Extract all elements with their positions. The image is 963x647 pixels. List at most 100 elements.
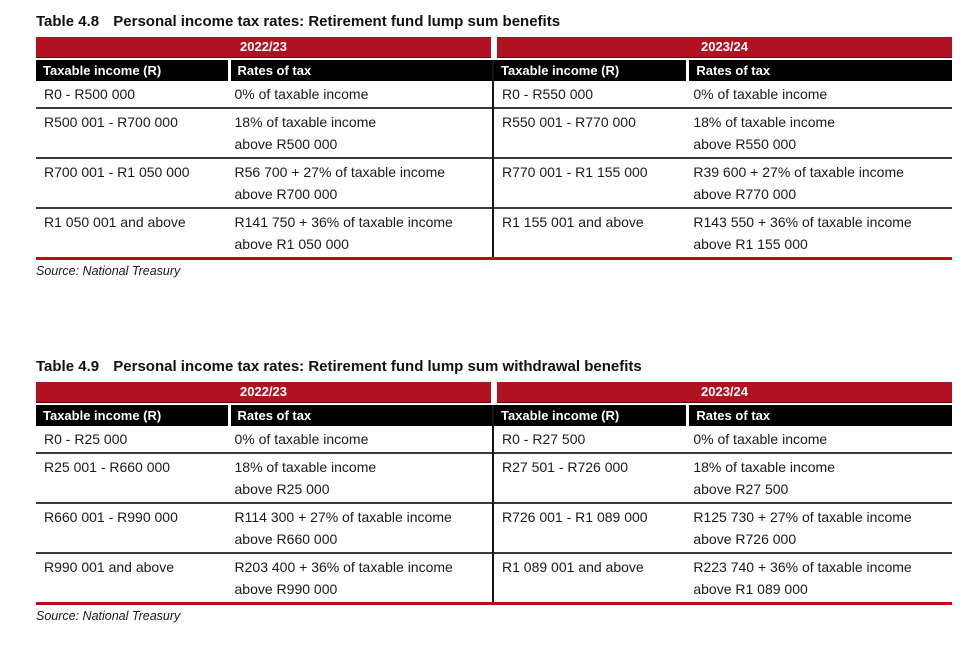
rates-of-tax-cell: R56 700 + 27% of taxable income above R7… — [228, 159, 492, 207]
rates-of-tax-cell: 0% of taxable income — [686, 426, 952, 452]
table-row: R0 - R27 500 0% of taxable income — [494, 426, 952, 452]
taxable-income-cell: R0 - R500 000 — [44, 86, 136, 102]
year-header-2022-23: 2022/23 — [36, 382, 491, 403]
rate-line-1: 18% of taxable income — [693, 114, 835, 130]
year-column-2022-23: Taxable income (R) Rates of tax R0 - R25… — [36, 405, 494, 602]
table-4-9: Table 4.9 Personal income tax rates: Ret… — [36, 358, 952, 623]
table-number: Table 4.9 — [36, 358, 100, 375]
rate-line-2: above R550 000 — [693, 136, 797, 152]
rate-line-2: above R770 000 — [693, 186, 797, 202]
rate-line-1: R143 550 + 36% of taxable income — [693, 214, 912, 230]
rates-of-tax-cell: R125 730 + 27% of taxable income above R… — [686, 504, 952, 552]
taxable-income-cell: R660 001 - R990 000 — [44, 509, 178, 525]
rate-line-2: above R27 500 — [693, 481, 789, 497]
taxable-income-cell: R0 - R550 000 — [502, 86, 594, 102]
table-row: R0 - R550 000 0% of taxable income — [494, 81, 952, 107]
taxable-income-cell: R700 001 - R1 050 000 — [44, 164, 190, 180]
rate-line-2: above R500 000 — [234, 136, 338, 152]
rate-line-1: 18% of taxable income — [234, 459, 377, 475]
table-row: R25 001 - R660 000 18% of taxable income… — [36, 452, 492, 502]
year-header-row: 2022/23 2023/24 — [36, 382, 952, 403]
rate-line-2: above R1 089 000 — [693, 581, 808, 597]
column-header-row: Taxable income (R) Rates of tax — [494, 405, 952, 426]
year-column-2022-23: Taxable income (R) Rates of tax R0 - R50… — [36, 60, 494, 257]
rate-line-1: 0% of taxable income — [234, 86, 369, 102]
table-4-8: Table 4.8 Personal income tax rates: Ret… — [36, 13, 952, 278]
rate-line-1: R141 750 + 36% of taxable income — [234, 214, 453, 230]
rates-of-tax-cell: 18% of taxable income above R550 000 — [686, 109, 952, 157]
table-heading: Personal income tax rates: Retirement fu… — [113, 13, 561, 30]
table-heading: Personal income tax rates: Retirement fu… — [113, 358, 642, 375]
table-body: Taxable income (R) Rates of tax R0 - R25… — [36, 405, 952, 602]
rate-line-2: above R25 000 — [234, 481, 330, 497]
table-number: Table 4.8 — [36, 13, 100, 30]
table-row: R1 089 001 and above R223 740 + 36% of t… — [494, 552, 952, 602]
column-header-rates-of-tax: Rates of tax — [689, 60, 952, 81]
table-row: R700 001 - R1 050 000 R56 700 + 27% of t… — [36, 157, 492, 207]
table-row: R726 001 - R1 089 000 R125 730 + 27% of … — [494, 502, 952, 552]
rate-line-2: above R990 000 — [234, 581, 338, 597]
rate-line-1: R56 700 + 27% of taxable income — [234, 164, 446, 180]
rate-line-2: above R726 000 — [693, 531, 797, 547]
column-header-rates-of-tax: Rates of tax — [230, 405, 492, 426]
rate-line-1: 18% of taxable income — [234, 114, 377, 130]
source-note: Source: National Treasury — [36, 609, 181, 623]
rate-line-1: R203 400 + 36% of taxable income — [234, 559, 453, 575]
rates-of-tax-cell: 18% of taxable income above R500 000 — [228, 109, 492, 157]
taxable-income-cell: R1 089 001 and above — [502, 559, 644, 575]
rate-line-2: above R660 000 — [234, 531, 338, 547]
taxable-income-cell: R500 001 - R700 000 — [44, 114, 178, 130]
year-header-2023-24: 2023/24 — [497, 382, 952, 403]
rate-line-1: R125 730 + 27% of taxable income — [693, 509, 912, 525]
rate-line-1: R114 300 + 27% of taxable income — [234, 509, 452, 525]
table-bottom-rule — [36, 602, 952, 605]
table-row: R27 501 - R726 000 18% of taxable income… — [494, 452, 952, 502]
column-header-row: Taxable income (R) Rates of tax — [36, 60, 492, 81]
column-header-row: Taxable income (R) Rates of tax — [494, 60, 952, 81]
rates-of-tax-cell: R39 600 + 27% of taxable income above R7… — [686, 159, 952, 207]
table-row: R0 - R25 000 0% of taxable income — [36, 426, 492, 452]
taxable-income-cell: R550 001 - R770 000 — [502, 114, 636, 130]
rate-line-1: 18% of taxable income — [693, 459, 835, 475]
page: Table 4.8 Personal income tax rates: Ret… — [36, 13, 952, 623]
table-bottom-rule — [36, 257, 952, 260]
year-header-2023-24: 2023/24 — [497, 37, 952, 58]
column-header-rates-of-tax: Rates of tax — [230, 60, 492, 81]
year-header-2022-23: 2022/23 — [36, 37, 491, 58]
table-row: R550 001 - R770 000 18% of taxable incom… — [494, 107, 952, 157]
table-row: R500 001 - R700 000 18% of taxable incom… — [36, 107, 492, 157]
table-row: R660 001 - R990 000 R114 300 + 27% of ta… — [36, 502, 492, 552]
taxable-income-cell: R25 001 - R660 000 — [44, 459, 171, 475]
rates-of-tax-cell: R114 300 + 27% of taxable income above R… — [228, 504, 492, 552]
table-row: R0 - R500 000 0% of taxable income — [36, 81, 492, 107]
year-header-row: 2022/23 2023/24 — [36, 37, 952, 58]
taxable-income-cell: R1 050 001 and above — [44, 214, 186, 230]
table-title: Table 4.8 Personal income tax rates: Ret… — [36, 13, 952, 30]
year-column-2023-24: Taxable income (R) Rates of tax R0 - R27… — [494, 405, 952, 602]
source-note: Source: National Treasury — [36, 264, 181, 278]
rates-of-tax-cell: R141 750 + 36% of taxable income above R… — [228, 209, 492, 257]
rate-line-2: above R1 050 000 — [234, 236, 349, 252]
rates-of-tax-cell: 0% of taxable income — [228, 426, 492, 452]
table-row: R1 155 001 and above R143 550 + 36% of t… — [494, 207, 952, 257]
taxable-income-cell: R1 155 001 and above — [502, 214, 644, 230]
taxable-income-cell: R990 001 and above — [44, 559, 174, 575]
rates-of-tax-cell: 18% of taxable income above R27 500 — [686, 454, 952, 502]
table-body: Taxable income (R) Rates of tax R0 - R50… — [36, 60, 952, 257]
rate-line-1: 0% of taxable income — [693, 431, 828, 447]
taxable-income-cell: R0 - R27 500 — [502, 431, 586, 447]
column-header-taxable-income: Taxable income (R) — [494, 60, 687, 81]
table-row: R990 001 and above R203 400 + 36% of tax… — [36, 552, 492, 602]
rate-line-1: 0% of taxable income — [234, 431, 369, 447]
taxable-income-cell: R726 001 - R1 089 000 — [502, 509, 648, 525]
rates-of-tax-cell: 18% of taxable income above R25 000 — [228, 454, 492, 502]
column-header-taxable-income: Taxable income (R) — [36, 405, 228, 426]
column-header-row: Taxable income (R) Rates of tax — [36, 405, 492, 426]
column-header-taxable-income: Taxable income (R) — [494, 405, 687, 426]
column-header-rates-of-tax: Rates of tax — [689, 405, 952, 426]
rates-of-tax-cell: R203 400 + 36% of taxable income above R… — [228, 554, 492, 602]
rate-line-2: above R1 155 000 — [693, 236, 808, 252]
taxable-income-cell: R0 - R25 000 — [44, 431, 128, 447]
rates-of-tax-cell: 0% of taxable income — [228, 81, 492, 107]
table-row: R770 001 - R1 155 000 R39 600 + 27% of t… — [494, 157, 952, 207]
